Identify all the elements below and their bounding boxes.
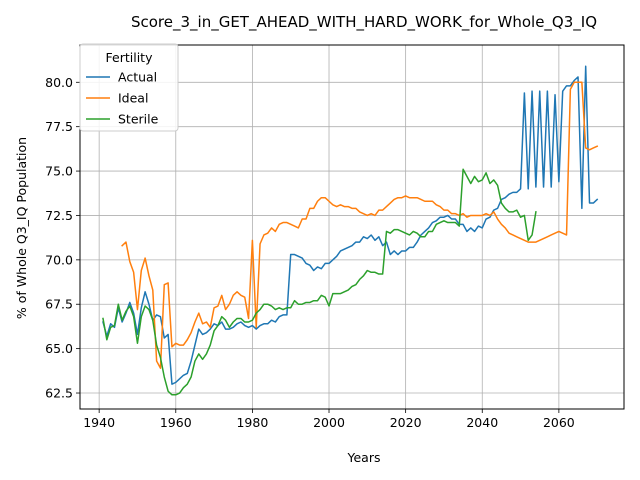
y-tick-label: 62.5 [45, 386, 73, 401]
legend: Fertility Actual Ideal Sterile [79, 43, 179, 132]
series-line-sterile [102, 168, 537, 396]
legend-title: Fertility [106, 50, 154, 65]
y-tick-label: 65.0 [45, 341, 73, 356]
x-tick-label: 1980 [236, 415, 268, 430]
x-axis: 1940 1960 1980 2000 2020 2040 2060 [83, 409, 575, 430]
y-axis: 62.5 65.0 67.5 70.0 72.5 75.0 77.5 80.0 [45, 75, 80, 401]
x-tick-label: 1940 [83, 415, 115, 430]
legend-box [79, 43, 179, 132]
x-axis-label: Years [347, 450, 381, 465]
axes-frame [79, 44, 625, 410]
chart-title: Score_3_in_GET_AHEAD_WITH_HARD_WORK_for_… [131, 13, 597, 32]
plot-area [102, 65, 599, 396]
y-tick-label: 75.0 [45, 164, 73, 179]
x-tick-label: 2000 [313, 415, 345, 430]
legend-label-sterile: Sterile [118, 112, 159, 127]
legend-label-actual: Actual [118, 70, 157, 85]
series-line-ideal [121, 81, 599, 369]
y-axis-label: % of Whole Q3_IQ Population [14, 137, 29, 319]
y-tick-label: 67.5 [45, 297, 73, 312]
y-tick-label: 80.0 [45, 75, 73, 90]
x-tick-label: 2040 [466, 415, 498, 430]
y-tick-label: 77.5 [45, 119, 73, 134]
y-tick-label: 72.5 [45, 208, 73, 223]
legend-label-ideal: Ideal [118, 91, 148, 106]
x-tick-label: 2060 [543, 415, 575, 430]
y-tick-label: 70.0 [45, 252, 73, 267]
x-tick-label: 1960 [160, 415, 192, 430]
series-line-actual [102, 65, 599, 385]
x-tick-label: 2020 [390, 415, 422, 430]
legend-items: Actual Ideal Sterile [86, 70, 159, 127]
